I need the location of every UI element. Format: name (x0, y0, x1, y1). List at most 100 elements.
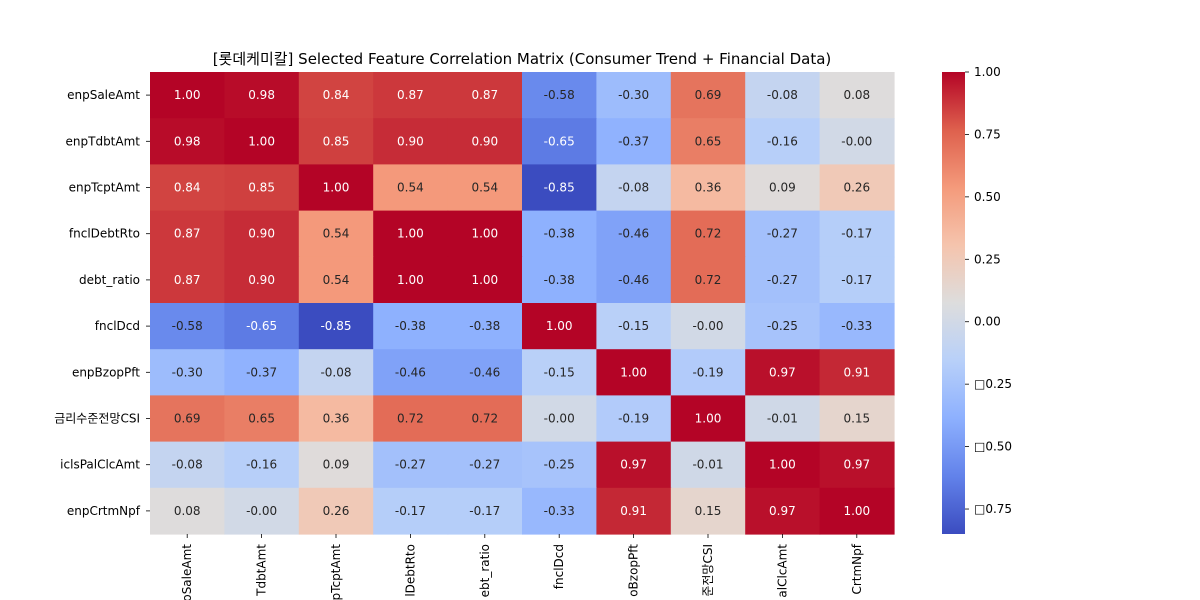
heatmap-cell (298, 441, 374, 489)
heatmap-cell (447, 303, 523, 350)
heatmap-cell (745, 441, 821, 489)
x-tick-label: lDebtRto (403, 544, 417, 597)
heatmap-cell (224, 349, 300, 396)
chart-title: [롯데케미칼] Selected Feature Correlation Mat… (213, 50, 832, 68)
cell-value-label: -0.27 (767, 273, 798, 287)
cell-value-label: -0.00 (692, 319, 723, 333)
heatmap-cell (745, 395, 821, 443)
heatmap-cell (224, 487, 300, 535)
heatmap-cell (522, 303, 597, 350)
heatmap-cell (819, 303, 895, 350)
cell-value-label: 0.72 (397, 412, 424, 426)
heatmap-cell (150, 303, 225, 350)
cell-value-label: 1.00 (620, 365, 647, 379)
heatmap-cell (150, 210, 225, 258)
heatmap-cell (596, 164, 672, 212)
cell-value-label: 1.00 (397, 227, 424, 241)
heatmap-cell (596, 349, 672, 396)
colorbar-ticks: 1.00 0.75 0.50 0.25 0.00 □0.25 □0.50 □0.75 (965, 65, 1012, 516)
heatmap-cell (596, 256, 672, 304)
heatmap-cell (670, 487, 746, 535)
heatmap-cell (298, 72, 374, 119)
cell-value-label: 0.97 (769, 504, 796, 518)
cell-value-label: 0.54 (471, 181, 498, 195)
heatmap-cell (596, 118, 672, 165)
cell-value-label: -0.16 (246, 458, 277, 472)
cell-value-label: -0.38 (395, 319, 426, 333)
cell-value-label: -0.19 (692, 365, 723, 379)
colorbar-tick-label: □0.25 (974, 377, 1012, 391)
heatmap-cell (150, 72, 225, 119)
heatmap-cell (224, 256, 300, 304)
heatmap-cell (298, 210, 374, 258)
heatmap-cell (150, 164, 225, 212)
heatmap-cell (298, 349, 374, 396)
cell-value-label: 0.15 (843, 412, 870, 426)
cell-value-label: -0.33 (841, 319, 872, 333)
colorbar-tick-label: 1.00 (974, 65, 1001, 79)
cell-value-label: 1.00 (695, 412, 722, 426)
heatmap-cell (373, 487, 449, 535)
cell-value-label: 0.87 (174, 227, 201, 241)
cell-value-label: -0.01 (767, 412, 798, 426)
colorbar-tick-label: 0.00 (974, 315, 1001, 329)
heatmap-cell (522, 256, 597, 304)
heatmap-cell (447, 256, 523, 304)
cell-value-label: 0.72 (695, 227, 722, 241)
heatmap-cell (819, 395, 895, 443)
heatmap-cell (819, 72, 895, 119)
heatmap-cell (596, 303, 672, 350)
cell-value-label: -0.46 (395, 365, 426, 379)
y-tick-label: enpTcptAmt (69, 181, 141, 195)
heatmap-cell (373, 256, 449, 304)
cell-value-label: 1.00 (248, 134, 275, 148)
cell-value-label: -0.17 (841, 227, 872, 241)
heatmap-cell (373, 210, 449, 258)
cell-value-label: 0.36 (323, 412, 350, 426)
cell-value-label: 0.65 (695, 134, 722, 148)
cell-value-label: 0.08 (174, 504, 201, 518)
heatmap-cell (150, 349, 225, 396)
heatmap-cell (150, 441, 225, 489)
cell-value-label: 0.90 (471, 134, 498, 148)
cell-value-label: 0.15 (695, 504, 722, 518)
heatmap-cell (298, 256, 374, 304)
colorbar-tick-label: 0.25 (974, 252, 1001, 266)
cell-value-label: 0.54 (397, 181, 424, 195)
heatmap-cell (224, 441, 300, 489)
cell-value-label: -0.85 (320, 319, 351, 333)
x-tick-label: fnclDcd (552, 544, 566, 589)
heatmap-cell (224, 395, 300, 443)
cell-value-label: -0.00 (544, 412, 575, 426)
heatmap-cell (522, 349, 597, 396)
heatmap-cell (670, 256, 746, 304)
cell-value-label: 0.91 (843, 365, 870, 379)
heatmap-cell (670, 72, 746, 119)
cell-value-label: 1.00 (471, 273, 498, 287)
cell-value-label: 0.85 (248, 181, 275, 195)
cell-value-label: 0.09 (769, 181, 796, 195)
cell-value-label: 0.26 (323, 504, 350, 518)
cell-value-label: 0.97 (620, 458, 647, 472)
heatmap-cell (224, 72, 300, 119)
heatmap-cell (819, 256, 895, 304)
heatmap-cell (596, 72, 672, 119)
cell-value-label: -0.15 (544, 365, 575, 379)
cell-value-label: -0.58 (172, 319, 203, 333)
cell-value-label: 0.72 (471, 412, 498, 426)
heatmap-cell (745, 210, 821, 258)
heatmap-cell (596, 210, 672, 258)
cell-value-label: -0.65 (544, 134, 575, 148)
x-tick-label: 준전망CSI (701, 544, 715, 597)
heatmap-cell (447, 164, 523, 212)
heatmap-cell (150, 487, 225, 535)
cell-value-label: 0.08 (843, 88, 870, 102)
colorbar-tick-label: □0.75 (974, 502, 1012, 516)
y-tick-label: enpSaleAmt (67, 88, 140, 102)
cell-value-label: 0.98 (248, 88, 275, 102)
heatmap-cell (745, 303, 821, 350)
heatmap-cell (150, 118, 225, 165)
x-tick-label: pTcptAmt (329, 544, 343, 600)
cell-value-label: 0.84 (323, 88, 350, 102)
y-tick-labels: enpSaleAmt enpTdbtAmt enpTcptAmt fnclDebtRt… (54, 88, 150, 518)
